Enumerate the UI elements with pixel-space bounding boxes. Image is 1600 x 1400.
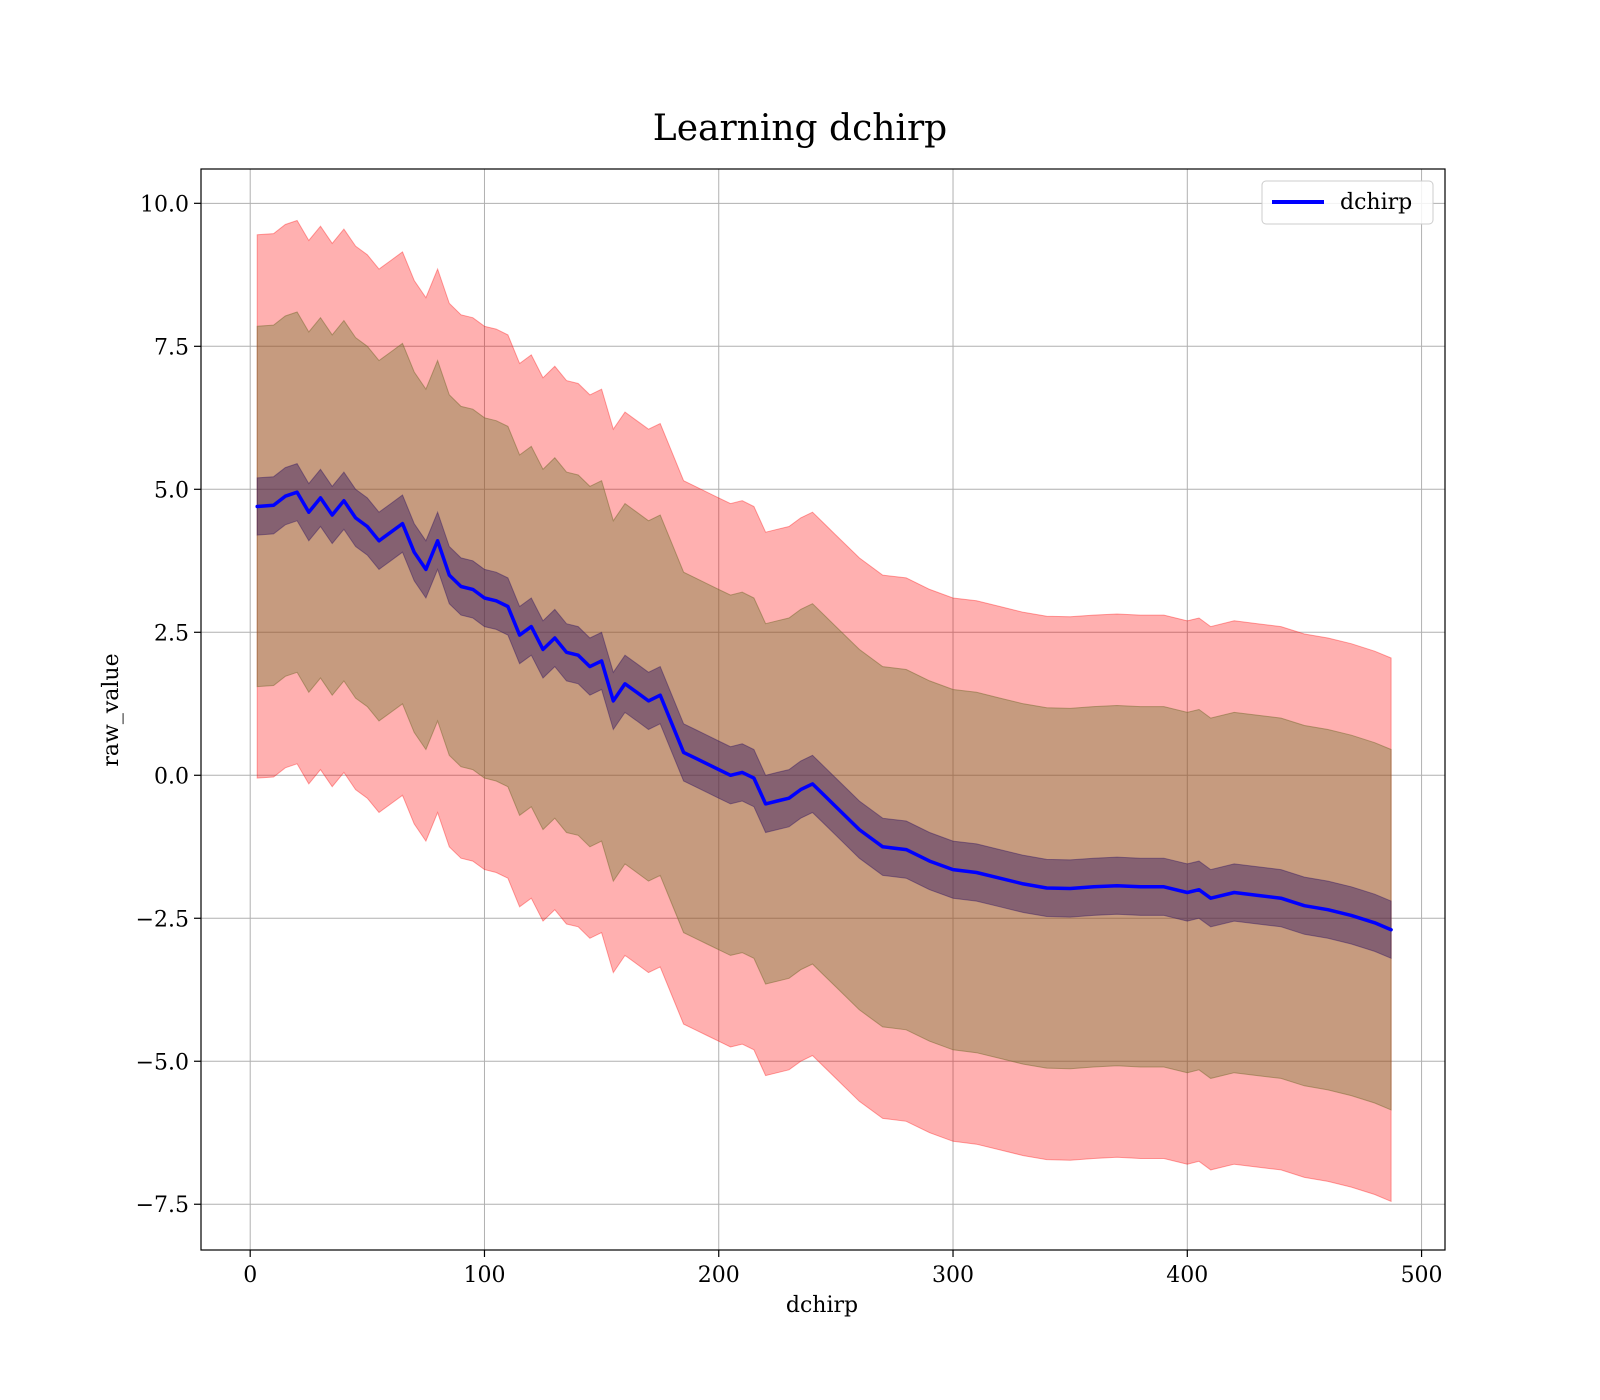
middle-confidence-band xyxy=(256,311,1392,1111)
x-tick-label: 0 xyxy=(243,1263,257,1288)
grid-layer xyxy=(201,169,1445,1250)
band-layer xyxy=(256,219,1392,1203)
x-tick-label: 200 xyxy=(698,1263,740,1288)
legend: dchirp xyxy=(1261,180,1434,225)
x-tick-label: 400 xyxy=(1166,1263,1208,1288)
y-tick-label: −7.5 xyxy=(136,1193,189,1218)
line-layer xyxy=(255,490,1393,932)
legend-label-dchirp: dchirp xyxy=(1340,190,1412,215)
x-tick-label: 500 xyxy=(1401,1263,1443,1288)
y-tick-label: 7.5 xyxy=(154,335,189,360)
y-tick-label: 2.5 xyxy=(154,621,189,646)
x-tick-label: 300 xyxy=(932,1263,974,1288)
tick-layer: 0 100 200 300 400 500 −7.5 −5.0 −2.5 0.0 2.5 5.0 7.5… xyxy=(136,192,1443,1288)
plot-frame xyxy=(200,168,1446,1251)
y-tick-label: −2.5 xyxy=(136,907,189,932)
y-tick-label: −5.0 xyxy=(136,1050,189,1075)
x-tick-label: 100 xyxy=(463,1263,505,1288)
chart-title: Learning dchirp xyxy=(653,108,947,149)
y-tick-label: 10.0 xyxy=(140,192,189,217)
series-line-dchirp xyxy=(255,490,1393,932)
legend-box xyxy=(1261,180,1434,225)
y-tick-label: 5.0 xyxy=(154,478,189,503)
y-axis-label: raw_value xyxy=(99,653,124,766)
y-tick-label: 0.0 xyxy=(154,764,189,789)
inner-confidence-band xyxy=(256,462,1392,960)
x-axis-label: dchirp xyxy=(786,1293,858,1318)
